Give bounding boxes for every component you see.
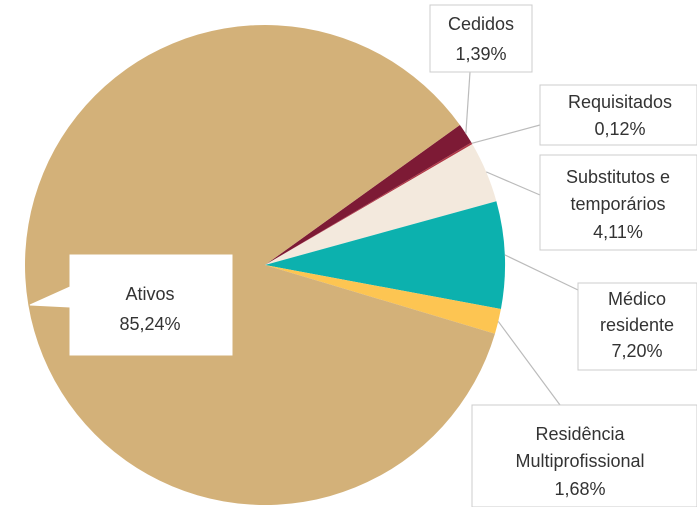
pie-slice (265, 144, 497, 265)
category-name: Requisitados (568, 92, 672, 112)
value-label: 1,39% (455, 44, 506, 64)
data-label: Cedidos 1,39% (448, 14, 514, 64)
category-name: Cedidos (448, 14, 514, 34)
label-box (29, 254, 233, 356)
label-box (429, 4, 533, 73)
leader-line (471, 124, 541, 144)
leader-line (504, 254, 579, 291)
data-label: Requisitados 0,12% (568, 92, 672, 139)
name-line: Residência (535, 424, 625, 444)
leader-line (497, 321, 561, 406)
value-label: 0,12% (594, 119, 645, 139)
name-line: Médico (608, 289, 666, 309)
category-name: Médico residente (600, 289, 674, 335)
pie-slice (265, 142, 473, 265)
leader-line (485, 171, 541, 196)
data-label: Ativos 85,24% (119, 284, 180, 334)
name-line: residente (600, 315, 674, 335)
data-label: Residência Multiprofissional 1,68% (515, 424, 644, 499)
label-box (471, 404, 697, 508)
data-label: Médico residente 7,20% (600, 289, 674, 361)
pie-slice (25, 24, 495, 506)
category-name: Ativos (125, 284, 174, 304)
value-label: 1,68% (554, 479, 605, 499)
value-label: 7,20% (611, 341, 662, 361)
name-line: temporários (570, 194, 665, 214)
name-line: Substitutos e (566, 167, 670, 187)
label-box (539, 154, 697, 251)
name-line: Multiprofissional (515, 451, 644, 471)
value-label: 85,24% (119, 314, 180, 334)
value-label: 4,11% (593, 222, 643, 242)
pie-slice (265, 201, 506, 310)
data-label: Substitutos e temporários 4,11% (566, 167, 670, 242)
category-name: Substitutos e temporários (566, 167, 670, 214)
pie-slice (265, 265, 501, 334)
label-box (577, 282, 697, 371)
label-box (539, 84, 697, 146)
leader-line (465, 71, 471, 134)
category-name: Residência Multiprofissional (515, 424, 644, 471)
pie-slice (265, 124, 472, 266)
